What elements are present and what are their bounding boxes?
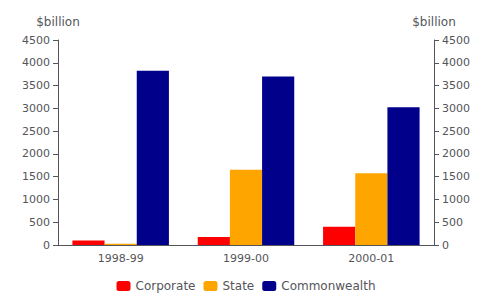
- svg-text:Commonwealth: Commonwealth: [281, 279, 375, 293]
- svg-text:3500: 3500: [442, 79, 470, 92]
- svg-text:3000: 3000: [442, 102, 470, 115]
- svg-text:0: 0: [442, 239, 449, 252]
- svg-text:500: 500: [29, 216, 50, 229]
- svg-text:State: State: [222, 279, 254, 293]
- svg-text:3000: 3000: [22, 102, 50, 115]
- svg-text:2500: 2500: [22, 125, 50, 138]
- svg-text:3500: 3500: [22, 79, 50, 92]
- svg-text:0: 0: [43, 239, 50, 252]
- svg-text:1000: 1000: [22, 193, 50, 206]
- svg-text:4000: 4000: [22, 56, 50, 69]
- svg-text:4000: 4000: [442, 56, 470, 69]
- svg-text:$billion: $billion: [412, 15, 456, 29]
- svg-text:1000: 1000: [442, 193, 470, 206]
- svg-text:4500: 4500: [442, 34, 470, 47]
- svg-text:1500: 1500: [22, 170, 50, 183]
- svg-text:500: 500: [442, 216, 463, 229]
- svg-text:$billion: $billion: [36, 15, 80, 29]
- svg-text:4500: 4500: [22, 34, 50, 47]
- svg-text:2500: 2500: [442, 125, 470, 138]
- svg-text:1500: 1500: [442, 170, 470, 183]
- svg-text:2000-01: 2000-01: [348, 252, 394, 265]
- svg-text:1999-00: 1999-00: [223, 252, 269, 265]
- svg-text:Corporate: Corporate: [136, 279, 196, 293]
- svg-text:2000: 2000: [22, 147, 50, 160]
- svg-text:1998-99: 1998-99: [98, 252, 144, 265]
- svg-text:2000: 2000: [442, 147, 470, 160]
